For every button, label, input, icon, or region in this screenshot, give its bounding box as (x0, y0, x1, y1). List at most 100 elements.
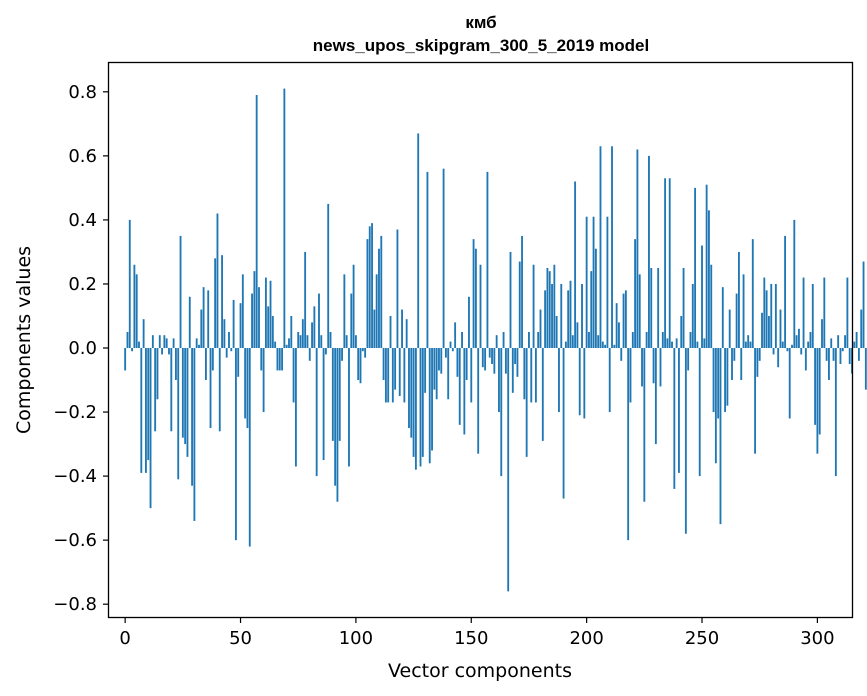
bar (548, 271, 551, 349)
bar (384, 348, 387, 403)
bar (463, 348, 466, 435)
bar (230, 348, 233, 352)
bar (140, 348, 143, 473)
bar (659, 348, 662, 387)
bar (779, 309, 782, 349)
bar (558, 348, 560, 413)
bar (285, 344, 288, 348)
bar (671, 341, 673, 348)
bar (274, 341, 277, 348)
bar (223, 319, 226, 348)
bar (742, 274, 745, 348)
bar (650, 267, 653, 349)
x-tick-label: 150 (454, 628, 488, 649)
bar (292, 348, 295, 403)
bar (387, 348, 390, 403)
bar (728, 309, 731, 349)
bar (359, 348, 362, 384)
bar (832, 348, 835, 361)
bar (689, 331, 692, 348)
bar (435, 348, 438, 400)
bar (329, 331, 332, 348)
bar (620, 348, 623, 361)
bar (774, 283, 777, 349)
bar (551, 283, 553, 349)
bar (248, 348, 251, 547)
bar (569, 280, 572, 349)
bar (539, 309, 542, 349)
bar (338, 348, 341, 441)
bar (765, 290, 768, 348)
bar (357, 348, 360, 381)
bar (786, 348, 789, 352)
bar (597, 335, 600, 349)
bar (493, 348, 496, 374)
bar (304, 251, 307, 349)
bar (477, 348, 480, 454)
bar (768, 315, 770, 348)
bar (158, 335, 161, 349)
bar (186, 348, 189, 457)
bar (260, 348, 263, 371)
bar (207, 290, 210, 348)
bar (864, 348, 867, 390)
y-tick-label: 0.4 (68, 210, 97, 231)
bar (638, 274, 641, 348)
bar (428, 348, 431, 464)
bar (398, 348, 401, 397)
bar (479, 264, 482, 349)
x-axis-label: Vector components (388, 660, 572, 682)
bar (682, 267, 685, 349)
bar (564, 341, 567, 348)
y-tick-label: −0.2 (53, 402, 97, 423)
bar (288, 338, 290, 349)
bar (142, 319, 145, 348)
bar (174, 348, 177, 381)
bar (343, 274, 346, 348)
bar (828, 348, 830, 381)
bar (507, 348, 510, 592)
bar (788, 348, 791, 419)
bar (738, 251, 740, 349)
bar (290, 315, 293, 348)
bar (440, 348, 443, 374)
bar (694, 187, 697, 349)
x-tick-label: 0 (119, 628, 130, 649)
bar (717, 348, 720, 419)
bar (221, 255, 223, 349)
bar (710, 264, 713, 349)
bar (731, 348, 733, 381)
bar (488, 348, 491, 358)
bar (193, 348, 196, 521)
bar (733, 348, 736, 361)
bar (301, 319, 304, 348)
bar (848, 348, 851, 365)
bar (562, 348, 565, 499)
bar (673, 348, 676, 489)
bar (511, 348, 514, 393)
bar (814, 348, 817, 425)
bar (191, 348, 193, 486)
bar (331, 348, 334, 441)
bar (772, 348, 775, 355)
bar (403, 348, 406, 403)
bar (345, 335, 348, 349)
bar (514, 348, 517, 365)
bar (149, 348, 152, 509)
bar (583, 348, 586, 419)
bar (798, 328, 800, 348)
bar (225, 348, 228, 358)
bar (664, 178, 667, 348)
bar (267, 306, 270, 349)
bar (170, 348, 173, 432)
bar (721, 287, 724, 348)
bar (408, 348, 410, 429)
bar (454, 322, 457, 349)
bar (761, 312, 763, 349)
bar (322, 348, 325, 461)
bar (818, 348, 821, 435)
bar (341, 348, 343, 361)
bar (571, 335, 574, 349)
bar (611, 146, 613, 349)
bar (654, 348, 657, 445)
